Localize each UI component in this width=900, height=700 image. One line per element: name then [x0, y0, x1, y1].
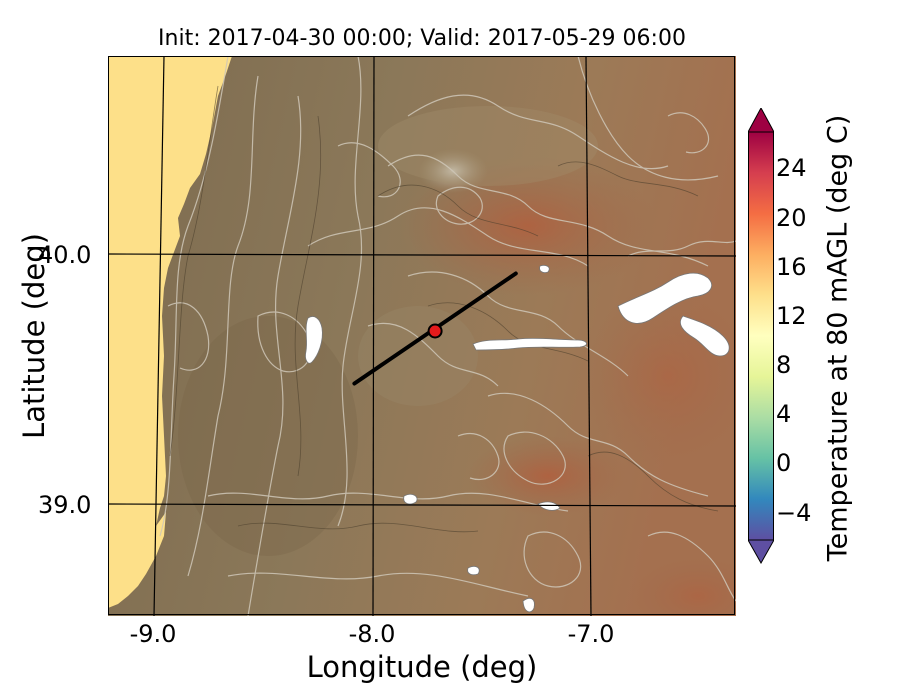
map-title: Init: 2017-04-30 00:00; Valid: 2017-05-2…: [158, 26, 686, 51]
x-tick-label: -9.0: [129, 620, 177, 648]
colorbar-tick-label: −4: [776, 499, 812, 527]
ocean-area: [108, 56, 232, 596]
x-tick-label: -7.0: [567, 620, 615, 648]
temperature-map: [108, 56, 736, 616]
lat-lon-grid: [108, 56, 736, 616]
sounding-point-marker: [427, 323, 443, 339]
colorbar-tick-label: 12: [776, 302, 807, 330]
colorbar-label: Temperature at 80 mAGL (deg C): [822, 114, 854, 562]
colorbar-top-extension: [748, 108, 774, 133]
colorbar-tick-label: 24: [776, 154, 807, 182]
reservoirs: [305, 264, 730, 613]
colorbar-tick-label: 16: [776, 253, 807, 281]
map-canvas: [108, 56, 736, 616]
x-tick-label: -8.0: [348, 620, 396, 648]
ocean-shore-strip: [108, 512, 166, 608]
colorbar-body: [748, 131, 774, 541]
temperature-colorbar: [748, 108, 774, 564]
y-axis-label: Latitude (deg): [17, 233, 51, 439]
y-tick-label: 40.0: [38, 241, 92, 269]
colorbar-tick-label: 8: [776, 351, 792, 379]
x-axis-label: Longitude (deg): [306, 650, 538, 684]
colorbar-tick-label: 4: [776, 400, 792, 428]
temperature-contours: [159, 56, 736, 616]
colorbar-bottom-extension: [748, 539, 774, 564]
colorbar-tick-label: 20: [776, 204, 807, 232]
colorbar-tick-label: 0: [776, 449, 792, 477]
y-tick-label: 39.0: [38, 491, 92, 519]
